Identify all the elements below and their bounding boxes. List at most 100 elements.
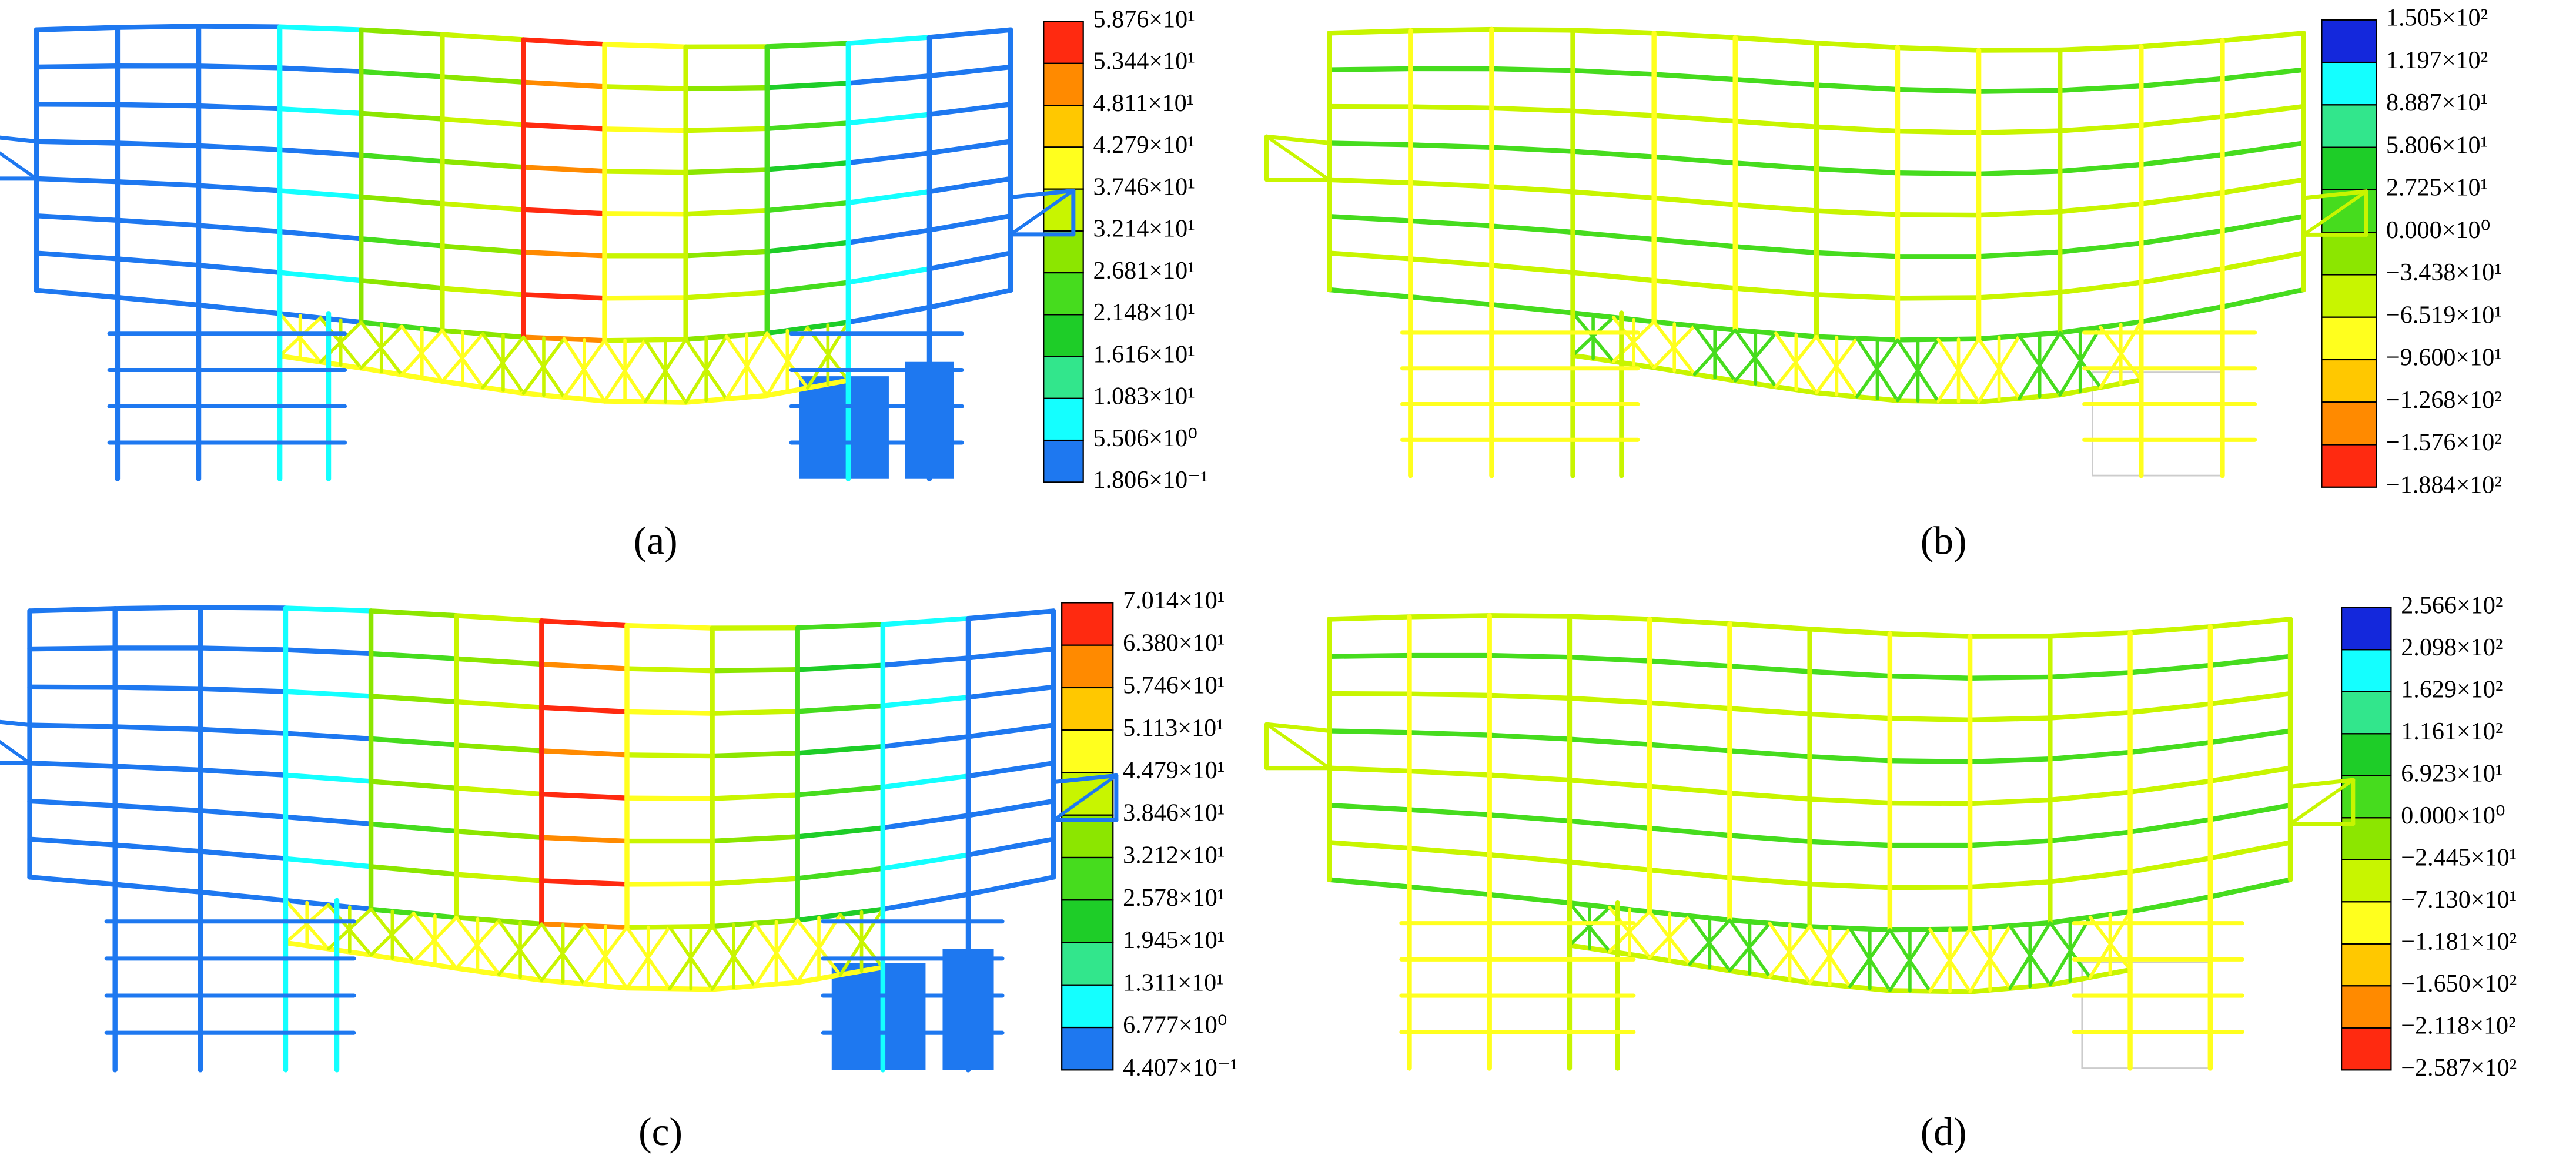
legend-swatch bbox=[2321, 274, 2376, 317]
member bbox=[361, 197, 442, 203]
member bbox=[605, 213, 686, 214]
member bbox=[1490, 695, 1570, 698]
member bbox=[1491, 29, 1573, 30]
member bbox=[280, 273, 361, 281]
member bbox=[1890, 761, 1970, 762]
member bbox=[1410, 259, 1491, 265]
member bbox=[1979, 91, 2060, 92]
member bbox=[1329, 655, 1409, 657]
member bbox=[118, 259, 199, 265]
member bbox=[2222, 290, 2303, 307]
member bbox=[1735, 163, 1816, 169]
member bbox=[848, 37, 929, 43]
member bbox=[1409, 848, 1489, 855]
member bbox=[0, 718, 30, 725]
member bbox=[929, 104, 1011, 114]
member bbox=[767, 163, 848, 169]
member bbox=[1409, 615, 1489, 617]
member bbox=[1329, 143, 1410, 145]
member bbox=[199, 146, 280, 150]
member bbox=[200, 607, 286, 608]
member bbox=[968, 687, 1053, 697]
member bbox=[1890, 887, 1970, 888]
member bbox=[2130, 897, 2210, 912]
member bbox=[1729, 793, 1809, 799]
member bbox=[115, 845, 200, 852]
member bbox=[1329, 731, 1409, 732]
member bbox=[523, 40, 604, 45]
legend-swatch bbox=[1043, 357, 1083, 399]
member bbox=[200, 648, 286, 649]
legend-label: 7.014×10¹ bbox=[1123, 587, 1225, 614]
member bbox=[2060, 125, 2141, 130]
legend-swatch bbox=[2321, 317, 2376, 360]
member bbox=[541, 794, 627, 798]
member bbox=[798, 624, 883, 628]
legend-swatch bbox=[1043, 273, 1083, 314]
legend-label: 3.846×10¹ bbox=[1123, 799, 1225, 826]
solid-block bbox=[799, 376, 889, 479]
member bbox=[1729, 708, 1809, 714]
member bbox=[1329, 768, 1409, 771]
member bbox=[36, 28, 118, 30]
legend-swatch bbox=[2321, 445, 2376, 487]
member bbox=[2141, 269, 2222, 282]
member bbox=[848, 230, 929, 243]
member bbox=[361, 30, 442, 35]
member bbox=[2130, 665, 2210, 672]
legend-label: 6.923×10¹ bbox=[2401, 760, 2503, 788]
member bbox=[2130, 704, 2210, 713]
member bbox=[361, 280, 442, 288]
member bbox=[627, 712, 712, 714]
member bbox=[30, 801, 115, 806]
member bbox=[371, 866, 456, 874]
member bbox=[1890, 634, 1970, 636]
member bbox=[1816, 211, 1898, 215]
member bbox=[280, 68, 361, 71]
member bbox=[36, 216, 118, 220]
legend-swatch bbox=[1043, 22, 1083, 63]
legend-swatch bbox=[2341, 944, 2391, 986]
legend-swatch bbox=[2341, 1028, 2391, 1070]
member bbox=[1410, 107, 1491, 108]
member bbox=[767, 243, 848, 252]
member bbox=[1409, 732, 1489, 735]
member bbox=[2130, 781, 2210, 792]
member bbox=[442, 35, 523, 40]
member bbox=[627, 755, 712, 756]
member bbox=[1970, 841, 2050, 846]
legend-label: 6.380×10¹ bbox=[1123, 629, 1225, 657]
member bbox=[199, 186, 280, 191]
legend-label: −1.576×10² bbox=[2386, 428, 2502, 456]
legend-label: 2.098×10² bbox=[2401, 634, 2503, 661]
member bbox=[118, 26, 199, 28]
member bbox=[200, 729, 286, 734]
panel-label: (b) bbox=[1921, 519, 1967, 563]
member bbox=[2060, 283, 2141, 293]
member bbox=[1573, 71, 1654, 74]
member bbox=[1735, 121, 1816, 127]
member bbox=[2060, 243, 2141, 252]
member bbox=[456, 875, 541, 881]
member bbox=[1979, 171, 2060, 174]
legend-swatch bbox=[2341, 902, 2391, 944]
member bbox=[30, 839, 115, 845]
legend-swatch bbox=[2321, 20, 2376, 62]
legend-label: 2.148×10¹ bbox=[1093, 299, 1195, 326]
member bbox=[1491, 304, 1573, 313]
member bbox=[1490, 735, 1570, 739]
member bbox=[848, 307, 929, 322]
member bbox=[712, 795, 798, 798]
member bbox=[929, 179, 1011, 192]
member bbox=[541, 880, 627, 884]
legend-label: 1.629×10² bbox=[2401, 675, 2503, 703]
legend-swatch bbox=[2341, 986, 2391, 1028]
member bbox=[968, 801, 1053, 815]
member bbox=[442, 77, 523, 82]
member bbox=[1570, 698, 1650, 703]
member bbox=[883, 697, 968, 706]
member bbox=[523, 294, 604, 298]
member bbox=[712, 879, 798, 884]
member bbox=[115, 885, 200, 892]
legend-label: −9.600×10¹ bbox=[2386, 344, 2502, 371]
